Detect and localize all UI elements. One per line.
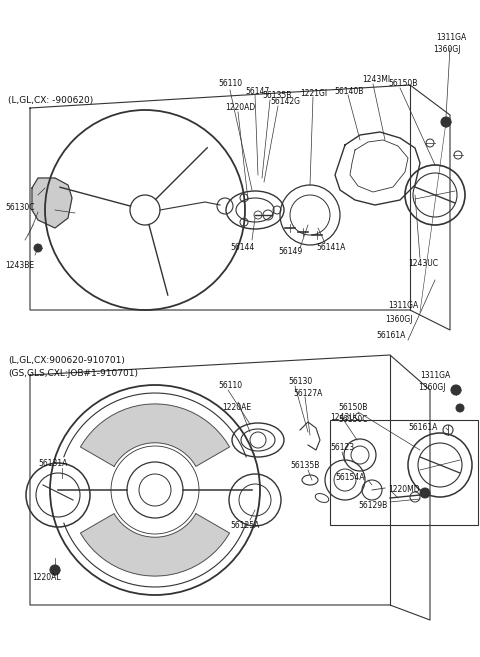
Text: 56135B: 56135B bbox=[262, 91, 291, 101]
Text: 1360GJ: 1360GJ bbox=[385, 315, 412, 325]
Text: 56161A: 56161A bbox=[408, 424, 437, 432]
Text: 56135B: 56135B bbox=[290, 461, 319, 470]
Circle shape bbox=[420, 488, 430, 498]
Text: 56161A: 56161A bbox=[376, 330, 406, 340]
Text: 1220AD: 1220AD bbox=[225, 104, 255, 112]
Text: 56130C: 56130C bbox=[5, 202, 35, 212]
Text: 56140B: 56140B bbox=[334, 87, 363, 95]
Text: 56125A: 56125A bbox=[230, 522, 259, 530]
Text: (GS,GLS,CXL:JOB#1-910701): (GS,GLS,CXL:JOB#1-910701) bbox=[8, 369, 138, 378]
Text: 1243MI: 1243MI bbox=[362, 76, 390, 85]
Text: 56150B: 56150B bbox=[338, 403, 367, 411]
Text: 1360GJ: 1360GJ bbox=[418, 384, 445, 392]
Text: 56123: 56123 bbox=[330, 443, 354, 453]
Text: 1311GA: 1311GA bbox=[420, 371, 450, 380]
Text: 1221GI: 1221GI bbox=[300, 89, 327, 97]
Text: 1243UC: 1243UC bbox=[408, 258, 438, 267]
Text: 1243UC: 1243UC bbox=[330, 413, 360, 422]
Polygon shape bbox=[32, 178, 72, 228]
Text: 1311GA: 1311GA bbox=[388, 300, 418, 309]
Text: 56131A: 56131A bbox=[38, 459, 67, 468]
Text: 56149: 56149 bbox=[278, 248, 302, 256]
Text: 1360GJ: 1360GJ bbox=[433, 45, 460, 55]
Circle shape bbox=[451, 385, 461, 395]
Text: 56127A: 56127A bbox=[293, 388, 323, 397]
Circle shape bbox=[50, 565, 60, 575]
Text: 56150B: 56150B bbox=[388, 79, 418, 89]
Circle shape bbox=[441, 117, 451, 127]
Text: 1220MD: 1220MD bbox=[388, 486, 420, 495]
Text: 56142G: 56142G bbox=[270, 97, 300, 106]
Polygon shape bbox=[81, 514, 229, 576]
Text: 56141A: 56141A bbox=[316, 244, 346, 252]
Text: 1243BE: 1243BE bbox=[5, 260, 34, 269]
Text: 56150C: 56150C bbox=[338, 415, 368, 424]
Text: 1220AE: 1220AE bbox=[222, 403, 251, 413]
Text: 56154A: 56154A bbox=[335, 474, 364, 482]
Text: 56110: 56110 bbox=[218, 380, 242, 390]
Circle shape bbox=[456, 404, 464, 412]
Text: 56110: 56110 bbox=[218, 79, 242, 89]
Text: (L,GL,CX: -900620): (L,GL,CX: -900620) bbox=[8, 95, 93, 104]
Text: 56130: 56130 bbox=[288, 378, 312, 386]
Bar bbox=[330, 420, 478, 525]
Text: 56147: 56147 bbox=[245, 87, 269, 95]
Text: 1311GA: 1311GA bbox=[436, 34, 466, 43]
Text: 56129B: 56129B bbox=[358, 501, 387, 510]
Text: 1220AL: 1220AL bbox=[32, 574, 60, 583]
Text: 56144: 56144 bbox=[230, 242, 254, 252]
Circle shape bbox=[34, 244, 42, 252]
Polygon shape bbox=[81, 404, 229, 466]
Text: (L,GL,CX:900620-910701): (L,GL,CX:900620-910701) bbox=[8, 355, 125, 365]
